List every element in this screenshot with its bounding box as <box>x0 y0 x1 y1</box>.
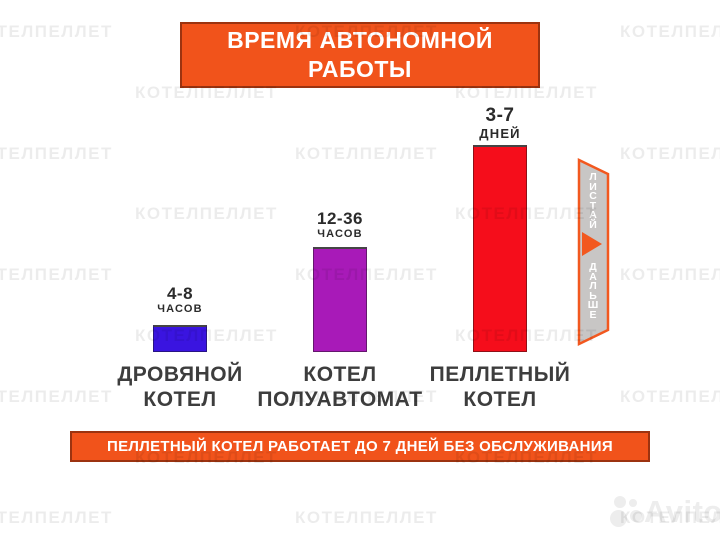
watermark-text: КОТЕЛПЕЛЛЕТ <box>0 22 113 41</box>
title-banner: ВРЕМЯ АВТОНОМНОЙ РАБОТЫ <box>180 22 540 88</box>
category-label-wood-line2: КОТЕЛ <box>143 388 217 411</box>
bar-wood-boiler <box>153 325 207 352</box>
category-label-semiauto-line1: КОТЕЛ <box>303 363 377 386</box>
watermark-text: КОТЕЛПЕЛЛЕТ <box>0 508 113 527</box>
avito-logo-dot <box>629 499 637 507</box>
category-label-semiauto: КОТЕЛ ПОЛУАВТОМАТ <box>250 362 430 412</box>
avito-logo: Avito <box>606 490 720 538</box>
category-label-pellet-line1: ПЕЛЛЕТНЫЙ <box>429 363 571 386</box>
watermark-text: КОТЕЛПЕЛЛЕТ <box>620 22 720 41</box>
avito-logo-text: Avito <box>644 494 720 529</box>
category-label-pellet: ПЕЛЛЕТНЫЙ КОТЕЛ <box>410 362 590 412</box>
watermark-text: КОТЕЛПЕЛЛЕТ <box>620 387 720 406</box>
ribbon-text-top: ЛИСТАЙ <box>589 171 597 231</box>
footer-text: ПЕЛЛЕТНЫЙ КОТЕЛ РАБОТАЕТ ДО 7 ДНЕЙ БЕЗ О… <box>107 438 613 455</box>
ribbon-text-bottom: ДАЛЬШЕ <box>587 261 599 321</box>
swipe-next-ribbon: ЛИСТАЙ ДАЛЬШЕ <box>570 152 616 352</box>
watermark-text: КОТЕЛПЕЛЛЕТ <box>620 265 720 284</box>
category-label-wood-line1: ДРОВЯНОЙ <box>117 363 243 386</box>
avito-logo-dot <box>610 510 627 527</box>
bar-pellet-boiler <box>473 145 527 352</box>
watermark-text: КОТЕЛПЕЛЛЕТ <box>620 144 720 163</box>
play-arrow-icon <box>582 232 602 256</box>
watermark-text: КОТЕЛПЕЛЛЕТ <box>135 204 278 223</box>
bar-value-semiauto: 12-36 ЧАСОВ <box>265 210 415 241</box>
bar-value-wood-unit: ЧАСОВ <box>157 303 203 315</box>
watermark-text: КОТЕЛПЕЛЛЕТ <box>0 265 113 284</box>
bar-value-wood: 4-8 ЧАСОВ <box>105 285 255 316</box>
bar-value-semiauto-range: 12-36 <box>317 209 363 228</box>
bar-value-semiauto-unit: ЧАСОВ <box>317 228 363 240</box>
watermark-text: КОТЕЛПЕЛЛЕТ <box>0 144 113 163</box>
category-label-semiauto-line2: ПОЛУАВТОМАТ <box>257 388 423 411</box>
avito-logo-dot <box>614 496 626 508</box>
bar-value-pellet-unit: ДНЕЙ <box>479 126 521 141</box>
category-label-wood: ДРОВЯНОЙ КОТЕЛ <box>90 362 270 412</box>
page-title-line1: ВРЕМЯ АВТОНОМНОЙ <box>227 27 493 53</box>
bar-semiauto-boiler <box>313 247 367 352</box>
page-title-line2: РАБОТЫ <box>308 56 412 82</box>
bar-value-pellet-range: 3-7 <box>485 105 515 126</box>
bar-value-wood-range: 4-8 <box>166 284 194 303</box>
avito-logo-dot <box>630 510 642 522</box>
footer-banner: ПЕЛЛЕТНЫЙ КОТЕЛ РАБОТАЕТ ДО 7 ДНЕЙ БЕЗ О… <box>70 431 650 462</box>
category-label-pellet-line2: КОТЕЛ <box>463 388 537 411</box>
watermark-text: КОТЕЛПЕЛЛЕТ <box>295 508 438 527</box>
bar-value-pellet: 3-7 ДНЕЙ <box>425 105 575 141</box>
watermark-text: КОТЕЛПЕЛЛЕТ <box>295 144 438 163</box>
